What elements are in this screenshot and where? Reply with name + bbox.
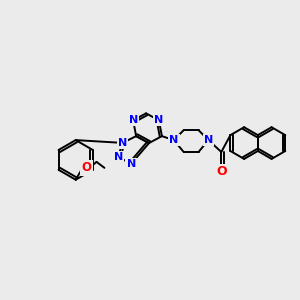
Text: N: N [154, 115, 164, 125]
Text: N: N [204, 135, 213, 145]
Text: N: N [127, 159, 136, 169]
Text: O: O [82, 161, 92, 174]
Text: N: N [114, 152, 123, 162]
Text: N: N [169, 135, 178, 145]
Text: N: N [128, 115, 138, 125]
Text: N: N [118, 138, 127, 148]
Text: O: O [216, 165, 226, 178]
